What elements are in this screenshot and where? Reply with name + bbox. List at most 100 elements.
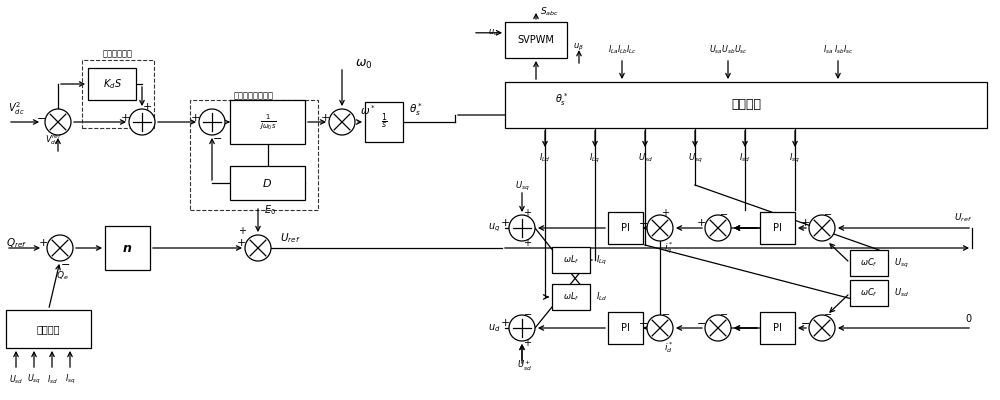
Circle shape bbox=[199, 109, 225, 135]
Bar bbox=[505, 22, 567, 58]
Circle shape bbox=[647, 215, 673, 241]
Text: $-$: $-$ bbox=[638, 217, 648, 227]
Circle shape bbox=[809, 315, 835, 341]
Text: $\omega_0$: $\omega_0$ bbox=[355, 58, 373, 70]
Text: $-$: $-$ bbox=[36, 112, 46, 122]
Text: SVPWM: SVPWM bbox=[518, 35, 554, 45]
Text: $+$: $+$ bbox=[523, 338, 533, 348]
Text: $-$: $-$ bbox=[638, 317, 648, 327]
Text: $I_{sq}$: $I_{sq}$ bbox=[65, 373, 75, 386]
Text: $-$: $-$ bbox=[800, 317, 810, 327]
Text: $u_\alpha$: $u_\alpha$ bbox=[488, 28, 499, 38]
Text: $+$: $+$ bbox=[500, 316, 510, 328]
Text: $-$: $-$ bbox=[823, 308, 833, 318]
Text: $+$: $+$ bbox=[661, 208, 671, 218]
Circle shape bbox=[705, 315, 731, 341]
Text: $-$: $-$ bbox=[661, 308, 671, 318]
Text: $-$: $-$ bbox=[696, 317, 706, 327]
Bar bbox=[608, 212, 643, 244]
Bar bbox=[6, 310, 91, 348]
Text: $U_{ref}$: $U_{ref}$ bbox=[954, 212, 972, 224]
Bar bbox=[760, 312, 795, 344]
Bar bbox=[505, 82, 987, 128]
Text: $+$: $+$ bbox=[800, 216, 810, 228]
Text: $\frac{1}{s}$: $\frac{1}{s}$ bbox=[381, 112, 387, 132]
Text: $U_{sa}U_{sb}U_{sc}$: $U_{sa}U_{sb}U_{sc}$ bbox=[709, 44, 747, 56]
Text: $i_q^*$: $i_q^*$ bbox=[664, 240, 673, 256]
Text: $-$: $-$ bbox=[60, 258, 70, 268]
Circle shape bbox=[509, 315, 535, 341]
Text: $I_{La}I_{Lb}I_{Lc}$: $I_{La}I_{Lb}I_{Lc}$ bbox=[608, 44, 636, 56]
Text: $+$: $+$ bbox=[38, 238, 48, 248]
Text: $-$: $-$ bbox=[212, 132, 222, 142]
Bar bbox=[552, 284, 590, 310]
Text: 微分补偿环节: 微分补偿环节 bbox=[103, 49, 133, 58]
Text: $+$: $+$ bbox=[120, 112, 130, 122]
Text: $u_\beta$: $u_\beta$ bbox=[573, 42, 584, 53]
Text: $\theta_s^*$: $\theta_s^*$ bbox=[409, 102, 423, 118]
Circle shape bbox=[129, 109, 155, 135]
Text: $-$: $-$ bbox=[719, 208, 729, 218]
Text: $U_{sq}$: $U_{sq}$ bbox=[515, 180, 529, 192]
Text: $K_d S$: $K_d S$ bbox=[103, 77, 121, 91]
Text: $+$: $+$ bbox=[190, 112, 200, 122]
Text: $I_{Ld}$: $I_{Ld}$ bbox=[539, 152, 551, 164]
Text: $\frac{1}{J\omega_0 s}$: $\frac{1}{J\omega_0 s}$ bbox=[259, 112, 276, 132]
Text: $I_{Lq}$: $I_{Lq}$ bbox=[589, 152, 601, 165]
Text: $U_{sd}$: $U_{sd}$ bbox=[9, 373, 23, 386]
Text: $\omega C_f$: $\omega C_f$ bbox=[860, 287, 878, 299]
Bar bbox=[850, 250, 888, 276]
Text: $U_{sq}$: $U_{sq}$ bbox=[894, 256, 909, 270]
Text: $U_{sd}^+$: $U_{sd}^+$ bbox=[517, 359, 531, 373]
Text: $+$: $+$ bbox=[523, 208, 533, 218]
Bar bbox=[88, 68, 136, 100]
Circle shape bbox=[45, 109, 71, 135]
Text: $+$: $+$ bbox=[696, 216, 706, 228]
Text: $U_{ref}$: $U_{ref}$ bbox=[280, 231, 301, 245]
Text: $+$: $+$ bbox=[523, 238, 533, 248]
Bar bbox=[850, 280, 888, 306]
Circle shape bbox=[245, 235, 271, 261]
Circle shape bbox=[329, 109, 355, 135]
Text: $\theta_s^*$: $\theta_s^*$ bbox=[555, 92, 569, 108]
Bar bbox=[190, 100, 318, 210]
Text: $D$: $D$ bbox=[262, 177, 273, 189]
Text: $+$: $+$ bbox=[142, 102, 152, 112]
Text: $V_{dc}^{ref}$: $V_{dc}^{ref}$ bbox=[45, 132, 63, 148]
Text: $\omega L_f$: $\omega L_f$ bbox=[563, 254, 579, 266]
Text: $i_d^*$: $i_d^*$ bbox=[664, 340, 673, 356]
Bar bbox=[230, 100, 305, 144]
Text: $U_{sd}$: $U_{sd}$ bbox=[638, 152, 652, 164]
Text: $I_{sd}$: $I_{sd}$ bbox=[47, 373, 57, 386]
Text: PI: PI bbox=[621, 323, 630, 333]
Text: 坐标变换: 坐标变换 bbox=[731, 98, 761, 112]
Bar bbox=[82, 60, 154, 128]
Bar bbox=[230, 166, 305, 200]
Circle shape bbox=[47, 235, 73, 261]
Bar bbox=[760, 212, 795, 244]
Text: $I_{sq}$: $I_{sq}$ bbox=[789, 152, 801, 165]
Text: 无功计算: 无功计算 bbox=[37, 324, 60, 334]
Text: $+$: $+$ bbox=[238, 224, 248, 236]
Circle shape bbox=[647, 315, 673, 341]
Bar bbox=[608, 312, 643, 344]
Bar bbox=[552, 247, 590, 273]
Text: $\omega C_f$: $\omega C_f$ bbox=[860, 257, 878, 269]
Text: $V_{dc}^2$: $V_{dc}^2$ bbox=[8, 101, 25, 118]
Circle shape bbox=[509, 215, 535, 241]
Text: $I_{Lq}$: $I_{Lq}$ bbox=[596, 254, 607, 266]
Text: 一阶虚拟惯性环节: 一阶虚拟惯性环节 bbox=[234, 91, 274, 100]
Text: PI: PI bbox=[773, 223, 782, 233]
Text: $+$: $+$ bbox=[500, 216, 510, 228]
Text: $U_{sq}$: $U_{sq}$ bbox=[688, 152, 702, 165]
Bar bbox=[105, 226, 150, 270]
Circle shape bbox=[705, 215, 731, 241]
Text: $U_{sq}$: $U_{sq}$ bbox=[27, 373, 41, 386]
Text: $I_{sa}\;I_{sb}I_{sc}$: $I_{sa}\;I_{sb}I_{sc}$ bbox=[823, 44, 853, 56]
Text: $I_{Ld}$: $I_{Ld}$ bbox=[596, 291, 607, 303]
Text: $+$: $+$ bbox=[320, 112, 330, 122]
Text: PI: PI bbox=[621, 223, 630, 233]
Text: $Q_{ref}$: $Q_{ref}$ bbox=[6, 236, 27, 250]
Text: $-$: $-$ bbox=[823, 208, 833, 218]
Text: $Q_e$: $Q_e$ bbox=[56, 270, 68, 282]
